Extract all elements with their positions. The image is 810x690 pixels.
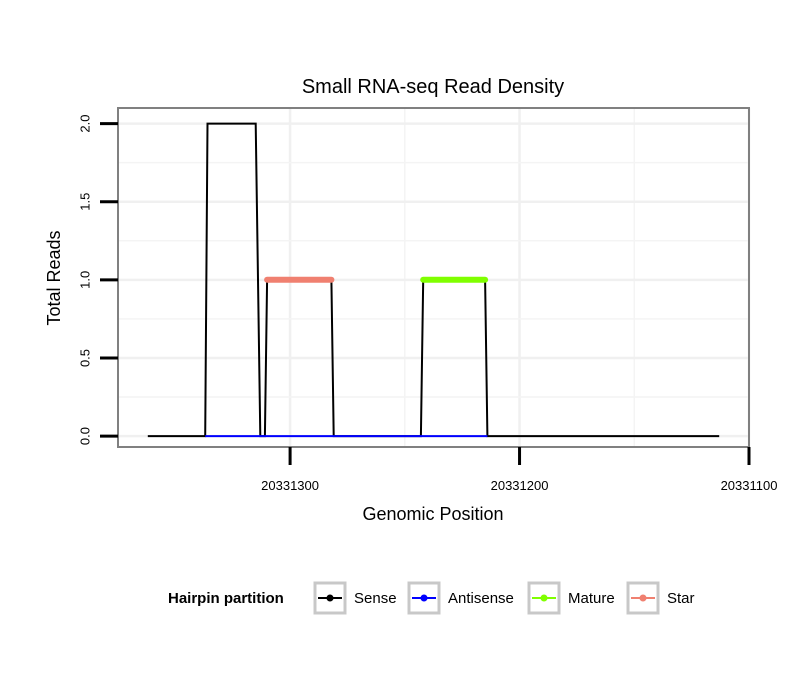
legend-label-antisense: Antisense: [448, 590, 514, 607]
x-axis-title: Genomic Position: [362, 504, 503, 524]
legend-label-sense: Sense: [354, 590, 397, 607]
x-tick-label: 20331300: [261, 478, 319, 493]
legend-marker-mature: [540, 594, 548, 602]
series-layer: [147, 122, 720, 438]
legend-title: Hairpin partition: [168, 590, 284, 607]
y-tick-label: 2.0: [77, 115, 92, 133]
legend-marker-antisense: [420, 594, 428, 602]
legend-label-star: Star: [667, 590, 695, 607]
y-axis-title: Total Reads: [44, 230, 64, 325]
axes: 0.0 0.5 1.0 1.5 2.0 20331300 20331200 20331100: [77, 107, 778, 493]
y-tick-label: 0.5: [77, 349, 92, 367]
chart-title: Small RNA-seq Read Density: [302, 76, 564, 98]
legend-marker-sense: [326, 594, 334, 602]
panel-border: [117, 107, 750, 448]
legend-label-mature: Mature: [568, 590, 615, 607]
x-tick-label: 20331200: [491, 478, 549, 493]
y-tick-label: 0.0: [77, 427, 92, 445]
y-tick-label: 1.0: [77, 271, 92, 289]
legend: Hairpin partition Sense Antisense Mature St…: [168, 581, 695, 615]
legend-marker-star: [639, 594, 647, 602]
x-tick-label: 20331100: [721, 478, 778, 493]
y-tick-label: 1.5: [77, 193, 92, 211]
